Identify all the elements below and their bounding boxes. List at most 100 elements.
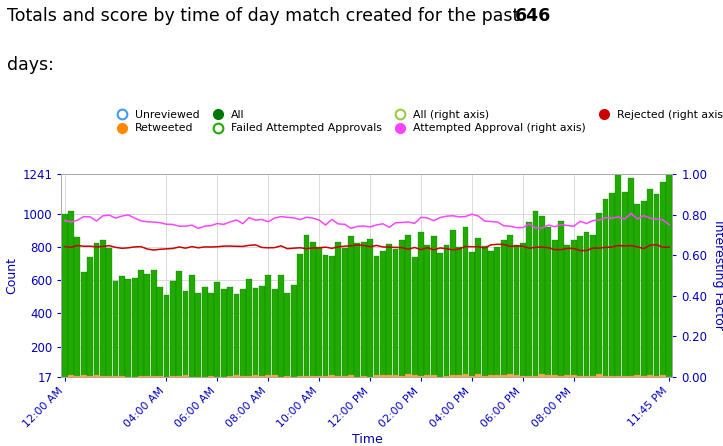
Bar — [221, 289, 227, 380]
Bar — [61, 377, 67, 380]
Bar — [170, 376, 176, 380]
Bar — [361, 242, 367, 380]
Bar — [119, 276, 125, 380]
Bar — [354, 243, 360, 380]
Bar — [431, 375, 437, 380]
Bar — [189, 376, 194, 380]
Bar — [195, 293, 201, 380]
Bar — [247, 279, 252, 380]
Bar — [654, 194, 659, 380]
Bar — [291, 285, 296, 380]
Bar — [240, 376, 246, 380]
Bar — [647, 189, 653, 380]
Bar — [590, 235, 596, 380]
Bar — [558, 376, 564, 380]
Bar — [418, 231, 424, 380]
Bar — [609, 376, 615, 380]
Bar — [138, 376, 144, 380]
Bar — [495, 375, 500, 380]
Bar — [125, 279, 131, 380]
Bar — [520, 376, 526, 380]
Bar — [145, 376, 150, 380]
Bar — [475, 238, 482, 380]
Bar — [310, 243, 316, 380]
Bar — [329, 256, 335, 380]
Bar — [367, 239, 373, 380]
Bar — [437, 377, 443, 380]
Bar — [456, 375, 462, 380]
Bar — [106, 248, 112, 380]
Bar — [495, 247, 500, 380]
Bar — [450, 375, 455, 380]
Bar — [316, 376, 322, 380]
Bar — [100, 240, 106, 380]
Bar — [513, 245, 519, 380]
Bar — [342, 248, 348, 380]
Bar — [183, 291, 189, 380]
Bar — [539, 216, 545, 380]
Bar — [552, 240, 557, 380]
Bar — [603, 376, 609, 380]
Bar — [660, 375, 666, 380]
Bar — [348, 375, 354, 380]
Bar — [234, 376, 239, 380]
Bar — [74, 237, 80, 380]
Bar — [526, 376, 532, 380]
Bar — [667, 174, 672, 380]
Bar — [157, 286, 163, 380]
Bar — [335, 242, 341, 380]
Bar — [132, 377, 137, 380]
Bar — [81, 376, 87, 380]
Bar — [176, 376, 182, 380]
Bar — [113, 376, 119, 380]
Legend: Unreviewed, Retweeted, All, Failed Attempted Approvals, All (right axis), Attemp: Unreviewed, Retweeted, All, Failed Attem… — [106, 106, 723, 138]
Bar — [615, 175, 621, 380]
Bar — [240, 289, 246, 380]
Bar — [176, 271, 182, 380]
Bar — [100, 376, 106, 380]
Bar — [380, 252, 386, 380]
Bar — [252, 288, 259, 380]
Y-axis label: Count: Count — [5, 257, 18, 294]
Bar — [202, 376, 208, 380]
Bar — [539, 374, 545, 380]
Bar — [374, 375, 380, 380]
Bar — [265, 275, 271, 380]
Bar — [297, 254, 303, 380]
Text: 646: 646 — [515, 7, 551, 25]
Bar — [406, 235, 411, 380]
Bar — [393, 375, 398, 380]
Bar — [386, 244, 392, 380]
Bar — [424, 245, 430, 380]
Bar — [647, 376, 653, 380]
Bar — [342, 376, 348, 380]
Bar — [628, 178, 634, 380]
Bar — [74, 376, 80, 380]
Bar — [622, 376, 628, 380]
Bar — [533, 211, 539, 380]
Bar — [322, 255, 328, 380]
Bar — [157, 376, 163, 380]
Bar — [284, 376, 291, 380]
Bar — [501, 376, 507, 380]
Bar — [119, 376, 125, 380]
Bar — [195, 377, 201, 380]
Bar — [577, 376, 583, 380]
Bar — [507, 235, 513, 380]
Bar — [183, 375, 189, 380]
Bar — [469, 252, 475, 380]
Bar — [488, 376, 494, 380]
Bar — [520, 243, 526, 380]
Bar — [399, 240, 405, 380]
Bar — [227, 376, 233, 380]
Bar — [265, 376, 271, 380]
Bar — [393, 249, 398, 380]
Bar — [322, 376, 328, 380]
Bar — [367, 376, 373, 380]
Bar — [93, 376, 99, 380]
Bar — [469, 376, 475, 380]
Bar — [507, 374, 513, 380]
Text: Totals and score by time of day match created for the past: Totals and score by time of day match cr… — [7, 7, 525, 25]
Bar — [380, 375, 386, 380]
Bar — [278, 275, 284, 380]
